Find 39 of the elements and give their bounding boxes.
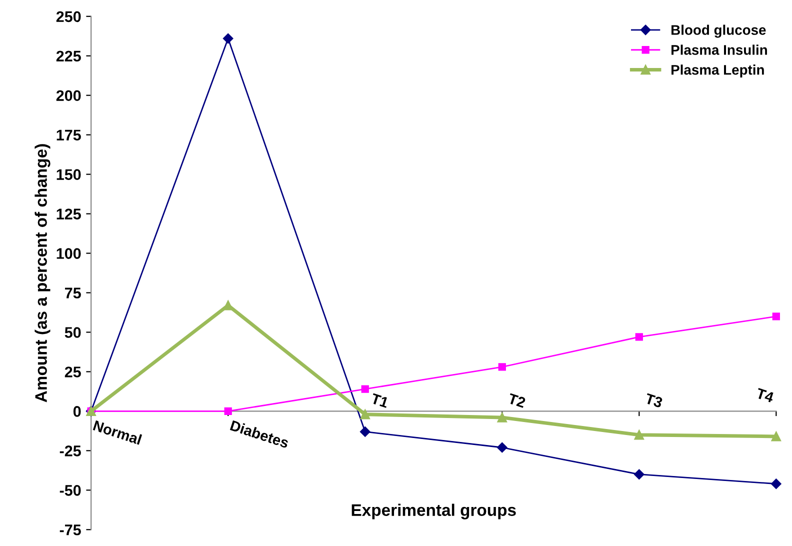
y-tick-label: 250 [56, 11, 81, 22]
point [497, 442, 508, 453]
legend-label: Plasma Leptin [672, 64, 764, 78]
point [497, 412, 507, 422]
y-tick-label: -50 [60, 485, 81, 496]
legend-label: Plasma Insulin [672, 44, 767, 55]
y-tick-label: 200 [56, 90, 81, 102]
x-axis-title: Experimental groups [352, 504, 516, 520]
point [634, 469, 644, 480]
y-tick-label: 50 [64, 327, 81, 338]
y-axis-title: Amount (as a percent of change) [34, 144, 50, 402]
point [771, 432, 782, 442]
point [635, 333, 643, 341]
legend-label: Blood glucose [672, 24, 766, 38]
y-tick-label: 150 [56, 169, 81, 180]
point [498, 363, 506, 371]
y-tick-label: 125 [56, 208, 81, 220]
point [771, 478, 782, 489]
x-tick-label: Normal [92, 420, 142, 445]
point [634, 430, 644, 440]
y-tick-label: 0 [73, 406, 81, 417]
y-tick-label: 175 [56, 130, 81, 141]
x-tick-label: T4 [756, 388, 775, 403]
x-tick-label: T2 [507, 393, 526, 408]
point [222, 33, 234, 44]
point [360, 409, 370, 420]
y-tick-label: -25 [60, 446, 81, 456]
x-tick-label: T1 [370, 393, 390, 408]
x-tick-label: T3 [644, 393, 664, 408]
y-tick-label: 225 [56, 50, 81, 62]
y-tick-label: -75 [60, 524, 81, 536]
point [223, 300, 233, 310]
y-tick-label: 75 [65, 288, 81, 298]
y-tick-label: 100 [56, 248, 81, 259]
point [361, 385, 369, 393]
point [772, 312, 780, 320]
point [224, 407, 232, 415]
point [360, 426, 370, 437]
y-tick-label: 25 [64, 366, 81, 378]
